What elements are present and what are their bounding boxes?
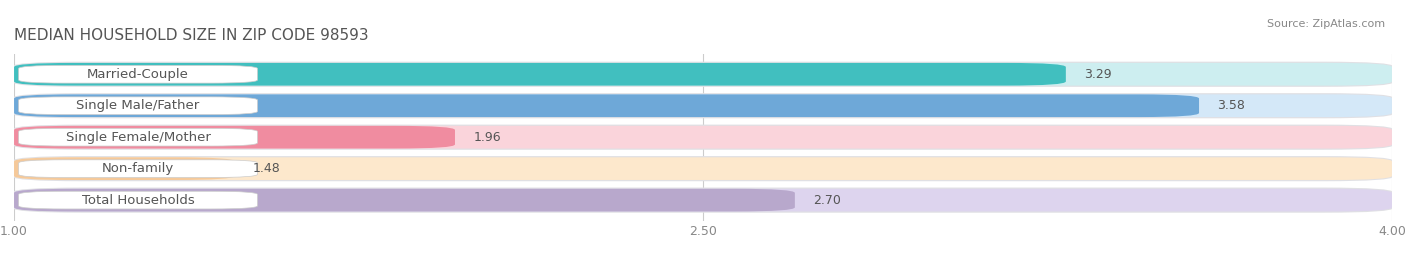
Text: Total Households: Total Households bbox=[82, 194, 194, 207]
FancyBboxPatch shape bbox=[14, 63, 1066, 86]
FancyBboxPatch shape bbox=[14, 126, 1392, 148]
FancyBboxPatch shape bbox=[14, 94, 1199, 117]
FancyBboxPatch shape bbox=[14, 157, 235, 180]
FancyBboxPatch shape bbox=[13, 187, 1393, 213]
FancyBboxPatch shape bbox=[13, 125, 1393, 150]
FancyBboxPatch shape bbox=[13, 93, 1393, 118]
FancyBboxPatch shape bbox=[14, 189, 1392, 211]
Text: 3.58: 3.58 bbox=[1218, 99, 1246, 112]
FancyBboxPatch shape bbox=[14, 126, 456, 148]
FancyBboxPatch shape bbox=[18, 128, 257, 146]
FancyBboxPatch shape bbox=[18, 160, 257, 178]
Text: Source: ZipAtlas.com: Source: ZipAtlas.com bbox=[1267, 19, 1385, 29]
FancyBboxPatch shape bbox=[13, 156, 1393, 181]
FancyBboxPatch shape bbox=[18, 191, 257, 209]
Text: Single Male/Father: Single Male/Father bbox=[76, 99, 200, 112]
Text: Single Female/Mother: Single Female/Mother bbox=[66, 131, 211, 144]
Text: 1.96: 1.96 bbox=[474, 131, 501, 144]
FancyBboxPatch shape bbox=[18, 97, 257, 115]
Text: Non-family: Non-family bbox=[103, 162, 174, 175]
FancyBboxPatch shape bbox=[13, 62, 1393, 87]
FancyBboxPatch shape bbox=[14, 94, 1392, 117]
Text: MEDIAN HOUSEHOLD SIZE IN ZIP CODE 98593: MEDIAN HOUSEHOLD SIZE IN ZIP CODE 98593 bbox=[14, 28, 368, 43]
Text: Married-Couple: Married-Couple bbox=[87, 68, 188, 81]
FancyBboxPatch shape bbox=[14, 189, 794, 211]
Text: 1.48: 1.48 bbox=[253, 162, 281, 175]
Text: 2.70: 2.70 bbox=[813, 194, 841, 207]
FancyBboxPatch shape bbox=[14, 63, 1392, 86]
FancyBboxPatch shape bbox=[14, 157, 1392, 180]
Text: 3.29: 3.29 bbox=[1084, 68, 1112, 81]
FancyBboxPatch shape bbox=[18, 65, 257, 83]
